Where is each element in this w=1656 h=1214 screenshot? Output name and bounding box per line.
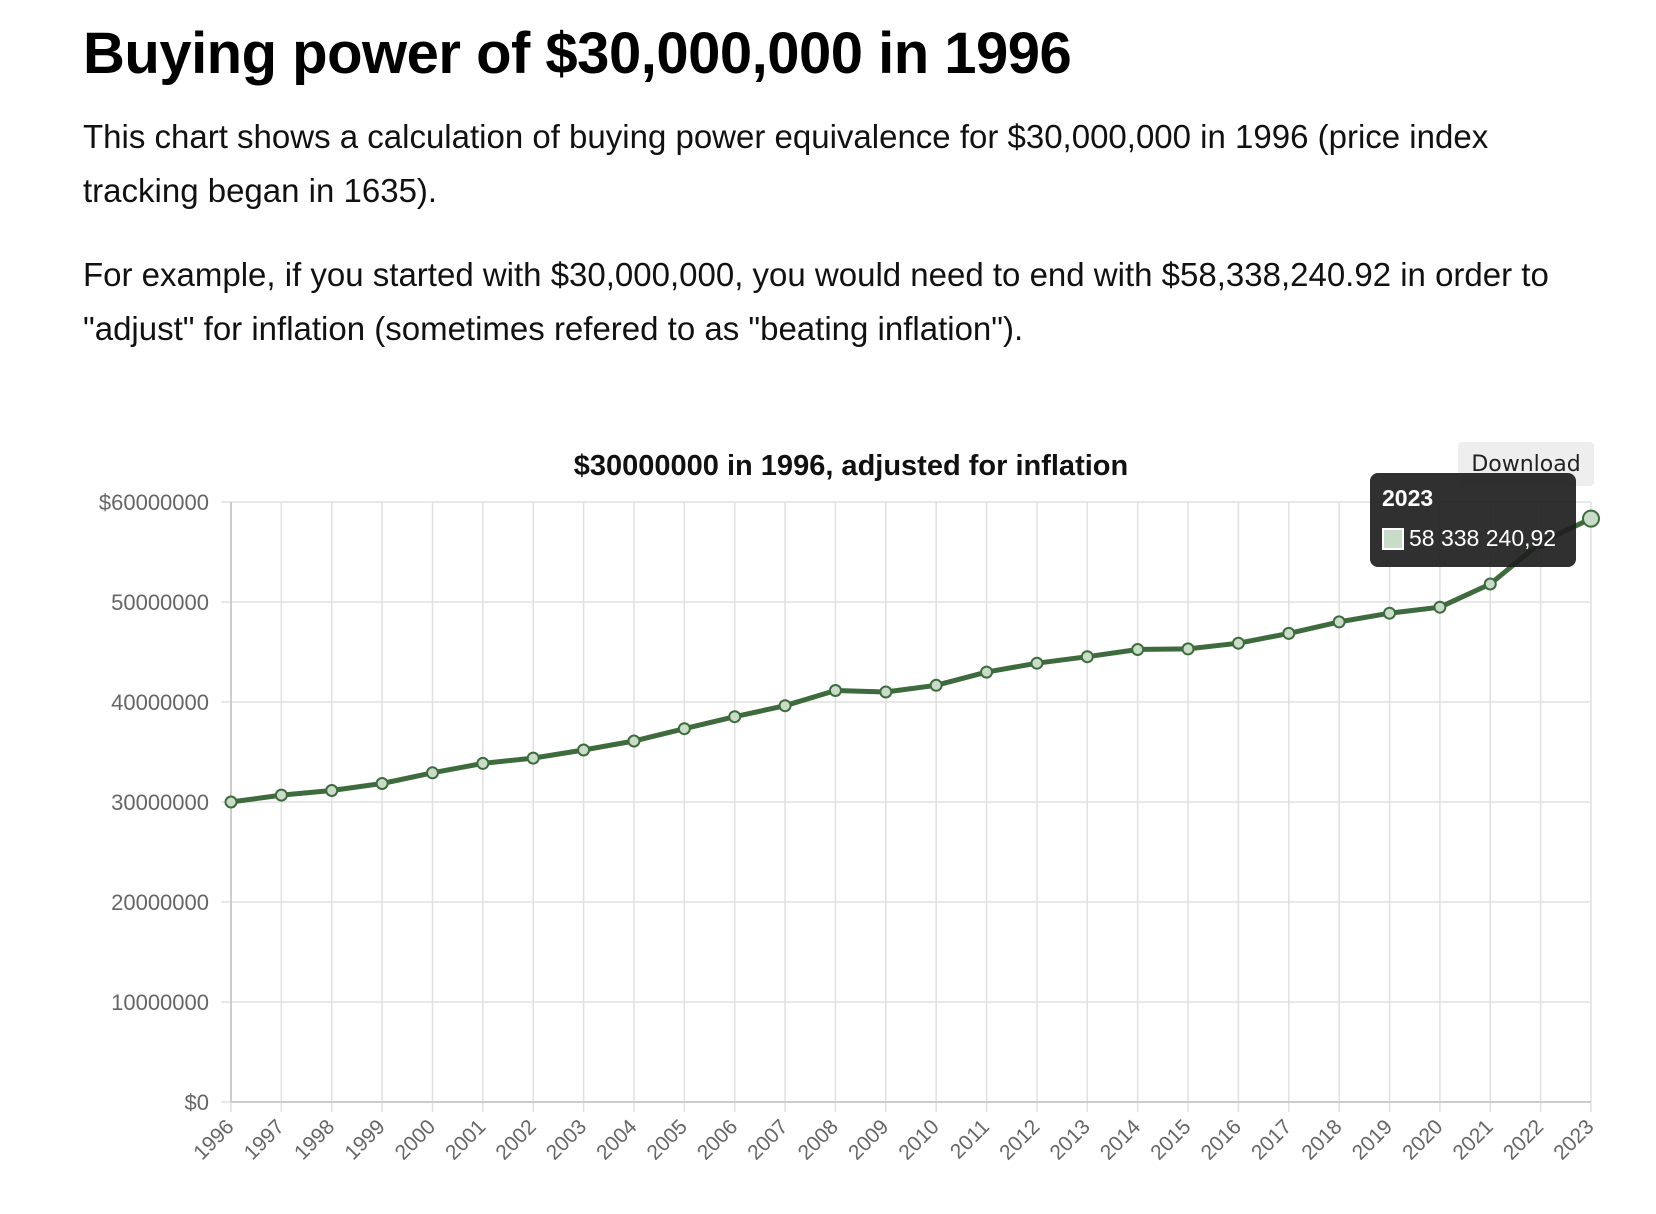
data-point [224, 795, 238, 809]
data-point [1181, 642, 1195, 656]
data-point [1030, 656, 1044, 670]
data-point [425, 766, 439, 780]
chart-tooltip: 2023 58 338 240,92 [1370, 473, 1576, 567]
x-tick-label: 2002 [491, 1115, 540, 1164]
y-tick-label: 20000000 [111, 890, 209, 915]
data-point [677, 722, 691, 736]
y-tick-label: 30000000 [111, 790, 209, 815]
data-point [1332, 615, 1346, 629]
y-tick-label: 40000000 [111, 690, 209, 715]
x-tick-label: 2022 [1499, 1115, 1548, 1164]
y-tick-label: 50000000 [111, 590, 209, 615]
x-tick-label: 2013 [1046, 1115, 1095, 1164]
x-tick-label: 2017 [1247, 1115, 1296, 1164]
x-tick-label: 2004 [592, 1115, 642, 1165]
data-point [1131, 643, 1145, 656]
x-tick-label: 1998 [290, 1115, 339, 1164]
x-tick-label: 2016 [1197, 1115, 1246, 1164]
data-point [929, 678, 943, 692]
x-tick-label: 2006 [693, 1115, 742, 1164]
x-tick-label: 2021 [1448, 1115, 1497, 1164]
page-title: Buying power of $30,000,000 in 1996 [83, 21, 1072, 86]
tooltip-year: 2023 [1382, 485, 1434, 511]
data-point [274, 788, 288, 802]
x-tick-label: 2010 [894, 1115, 943, 1164]
x-tick-label: 2000 [391, 1115, 440, 1164]
data-point [627, 734, 641, 748]
data-point [728, 710, 742, 724]
series-line [228, 516, 1594, 805]
intro-paragraph: This chart shows a calculation of buying… [83, 118, 1489, 209]
data-point [1282, 626, 1296, 640]
tooltip-swatch [1382, 528, 1404, 550]
data-point [980, 665, 994, 679]
x-tick-label: 2008 [794, 1115, 843, 1164]
example-paragraph: For example, if you started with $30,000… [83, 256, 1549, 347]
chart-title: $30000000 in 1996, adjusted for inflatio… [574, 450, 1128, 482]
data-point [828, 684, 842, 697]
data-point [1231, 636, 1245, 650]
x-tick-label: 2015 [1146, 1115, 1195, 1164]
x-tick-label: 2020 [1398, 1115, 1447, 1164]
x-tick-label: 1996 [189, 1115, 238, 1164]
y-tick-label: 10000000 [111, 990, 209, 1015]
data-point [1483, 577, 1497, 591]
data-point [375, 777, 389, 790]
article: Buying power of $30,000,000 in 1996 This… [83, 18, 1603, 356]
x-tick-label: 2023 [1549, 1115, 1598, 1164]
y-tick-label: $60000000 [99, 490, 209, 515]
data-point [526, 751, 540, 765]
x-tick-label: 2005 [643, 1115, 692, 1164]
data-point [1433, 600, 1447, 614]
x-tick-label: 1999 [340, 1115, 389, 1164]
data-point [325, 784, 339, 797]
x-tick-label: 2007 [743, 1115, 792, 1164]
y-tick-label: $0 [185, 1090, 209, 1115]
data-point [778, 699, 792, 713]
x-tick-label: 2012 [995, 1115, 1044, 1164]
x-tick-label: 1997 [240, 1115, 289, 1164]
x-tick-label: 2011 [946, 1115, 994, 1163]
data-point [1582, 509, 1600, 528]
data-point [1080, 650, 1094, 664]
tooltip-value: 58 338 240,92 [1409, 525, 1557, 551]
x-tick-label: 2019 [1348, 1115, 1397, 1164]
data-point [879, 685, 893, 699]
x-tick-label: 2018 [1297, 1115, 1346, 1164]
data-point [476, 756, 490, 770]
x-tick-label: 2009 [844, 1115, 893, 1164]
x-tick-label: 2003 [542, 1115, 591, 1164]
data-point [1383, 606, 1397, 620]
x-tick-label: 2001 [441, 1115, 490, 1164]
x-tick-label: 2014 [1096, 1115, 1146, 1165]
data-point [577, 743, 591, 757]
